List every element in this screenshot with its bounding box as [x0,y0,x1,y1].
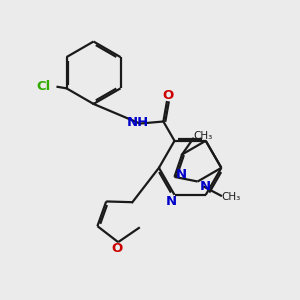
Text: Cl: Cl [36,80,50,93]
Text: O: O [163,89,174,102]
Text: N: N [200,180,211,194]
Text: O: O [111,242,122,255]
Text: N: N [176,168,187,181]
Text: CH₃: CH₃ [194,131,213,141]
Text: N: N [165,195,176,208]
Text: NH: NH [127,116,149,129]
Text: CH₃: CH₃ [222,192,241,202]
